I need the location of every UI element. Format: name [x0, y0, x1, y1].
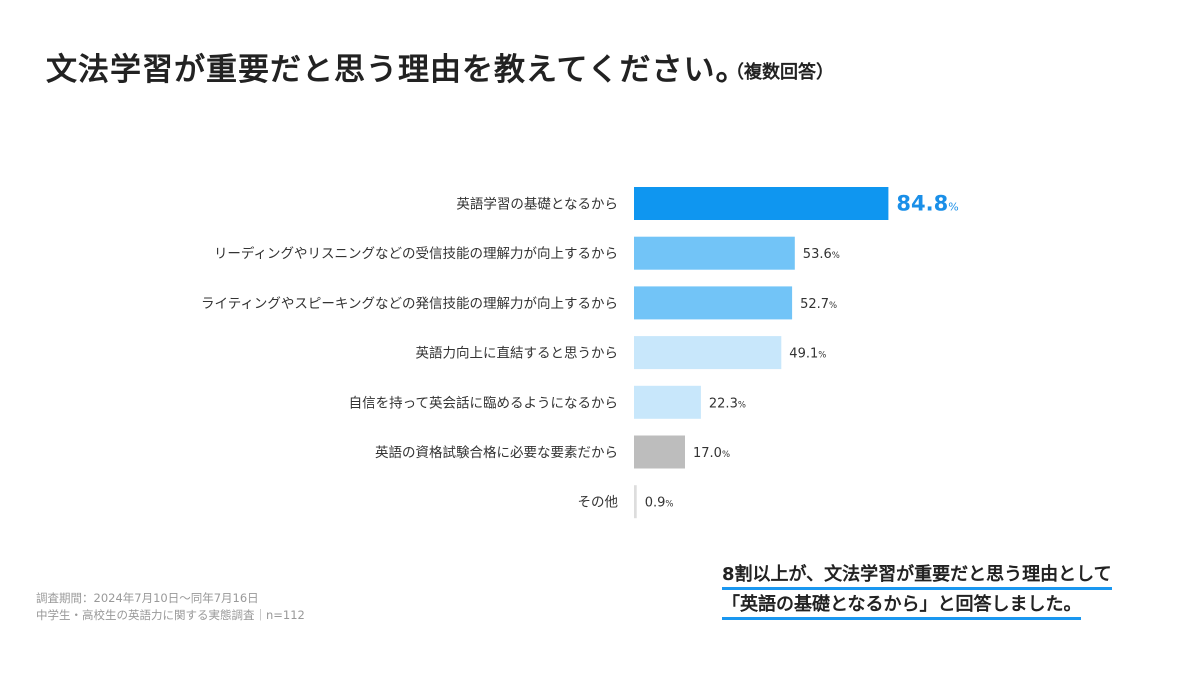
category-label-6: その他	[578, 495, 619, 511]
bar-4	[634, 385, 701, 419]
category-label-3: 英語力向上に直結すると思うから	[416, 345, 619, 362]
summary-line-2: 「英語の基礎となるから」と回答しました。	[722, 594, 1082, 620]
bar-6	[634, 485, 637, 519]
bar-5	[634, 435, 685, 469]
bar-2	[634, 286, 793, 320]
bar-chart: 英語学習の基礎となるから 84.8% リーディングやリスニングなどの受信技能の理解力…	[201, 187, 959, 519]
page-title: 文法学習が重要だと思う理由を教えてください。	[46, 52, 748, 88]
category-label-2: ライティングやスピーキングなどの発信技能の理解力が向上するから	[201, 296, 618, 312]
summary-callout: 8割以上が、文法学習が重要だと思う理由として 「英語の基礎となるから」と回答しま…	[722, 562, 1112, 622]
value-label-0: 84.8%	[896, 192, 958, 216]
summary-line-1: 8割以上が、文法学習が重要だと思う理由として	[722, 564, 1112, 590]
value-label-6: 0.9%	[645, 496, 674, 511]
bar-0	[634, 187, 889, 220]
category-label-1: リーディングやリスニングなどの受信技能の理解力が向上するから	[214, 245, 618, 262]
survey-period: 調査期間：2024年7月10日〜同年7月16日	[36, 591, 259, 605]
multiple-answer-note: （複数回答）	[726, 62, 834, 83]
survey-name: 中学生・高校生の英語力に関する実態調査｜n=112	[36, 608, 305, 622]
category-label-4: 自信を持って英会話に臨めるようになるから	[349, 394, 618, 411]
bar-3	[634, 336, 782, 370]
value-label-4: 22.3%	[709, 396, 746, 411]
value-label-3: 49.1%	[789, 347, 826, 362]
survey-footnote: 調査期間：2024年7月10日〜同年7月16日 中学生・高校生の英語力に関する実…	[36, 590, 305, 624]
category-label-5: 英語の資格試験合格に必要な要素だから	[375, 444, 618, 461]
bar-1	[634, 236, 795, 270]
value-label-2: 52.7%	[800, 297, 837, 312]
category-label-0: 英語学習の基礎となるから	[456, 196, 618, 213]
value-label-5: 17.0%	[693, 446, 730, 461]
value-label-1: 53.6%	[803, 247, 840, 262]
